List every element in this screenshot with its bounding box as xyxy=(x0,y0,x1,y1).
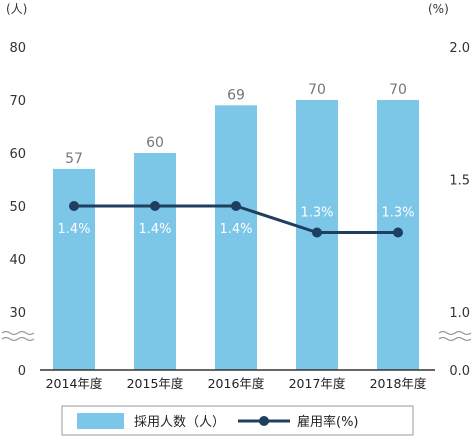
legend-line-marker xyxy=(259,416,269,426)
line-value-label: 1.4% xyxy=(57,222,90,237)
line-marker xyxy=(312,227,322,238)
line-marker xyxy=(231,201,241,211)
left-axis-ticks: 0 30 40 50 60 70 80 xyxy=(9,41,26,379)
left-tick-label: 40 xyxy=(9,253,26,268)
line-value-label: 1.4% xyxy=(138,222,171,237)
bar xyxy=(53,168,95,370)
left-tick-label: 0 xyxy=(18,364,26,379)
line-value-label: 1.3% xyxy=(381,206,414,221)
bar xyxy=(215,105,257,371)
category-label: 2017年度 xyxy=(289,376,346,391)
left-tick-label: 30 xyxy=(9,306,26,321)
right-tick-label: 1.0 xyxy=(449,306,470,321)
line-value-label: 1.3% xyxy=(300,206,333,221)
left-tick-label: 60 xyxy=(9,147,26,162)
line-marker xyxy=(393,227,403,238)
category-label: 2015年度 xyxy=(127,376,184,391)
bar-value-label: 57 xyxy=(65,151,83,167)
left-tick-label: 80 xyxy=(9,41,26,56)
legend-bar-label: 採用人数（人） xyxy=(134,415,225,430)
category-label: 2014年度 xyxy=(46,376,103,391)
left-tick-label: 70 xyxy=(9,94,26,109)
line-series xyxy=(69,201,403,238)
axis-break-mark xyxy=(438,330,472,336)
category-labels: 2014年度 2015年度 2016年度 2017年度 2018年度 xyxy=(46,376,427,391)
bar-value-label: 70 xyxy=(389,82,407,98)
left-axis-unit: (人) xyxy=(6,2,27,16)
axis-break-mark xyxy=(1,330,35,336)
bar-value-label: 69 xyxy=(227,87,245,103)
axis-break-mark xyxy=(438,336,472,342)
bar-value-label: 60 xyxy=(146,135,164,151)
axis-break-mark xyxy=(1,336,35,342)
right-axis-ticks: 0.0 1.0 1.5 2.0 xyxy=(449,41,470,379)
category-label: 2016年度 xyxy=(208,376,265,391)
right-axis-unit: (%) xyxy=(428,2,449,16)
bar xyxy=(134,153,176,370)
line-marker xyxy=(69,201,79,211)
category-label: 2018年度 xyxy=(370,376,427,391)
bar-value-label: 70 xyxy=(308,82,326,98)
line-value-labels: 1.4% 1.4% 1.4% 1.3% 1.3% xyxy=(56,204,416,239)
right-tick-label: 0.0 xyxy=(449,364,470,379)
line-value-label: 1.4% xyxy=(219,222,252,237)
legend-bar-swatch xyxy=(77,413,124,429)
right-tick-label: 2.0 xyxy=(449,41,470,56)
left-tick-label: 50 xyxy=(9,200,26,215)
legend: 採用人数（人） 雇用率(%) xyxy=(61,405,414,436)
legend-line-label: 雇用率(%) xyxy=(297,414,359,430)
line-marker xyxy=(150,201,160,211)
bar-value-labels: 57 60 69 70 70 xyxy=(65,82,407,167)
right-tick-label: 1.5 xyxy=(449,174,470,189)
axis-breaks xyxy=(1,330,472,342)
